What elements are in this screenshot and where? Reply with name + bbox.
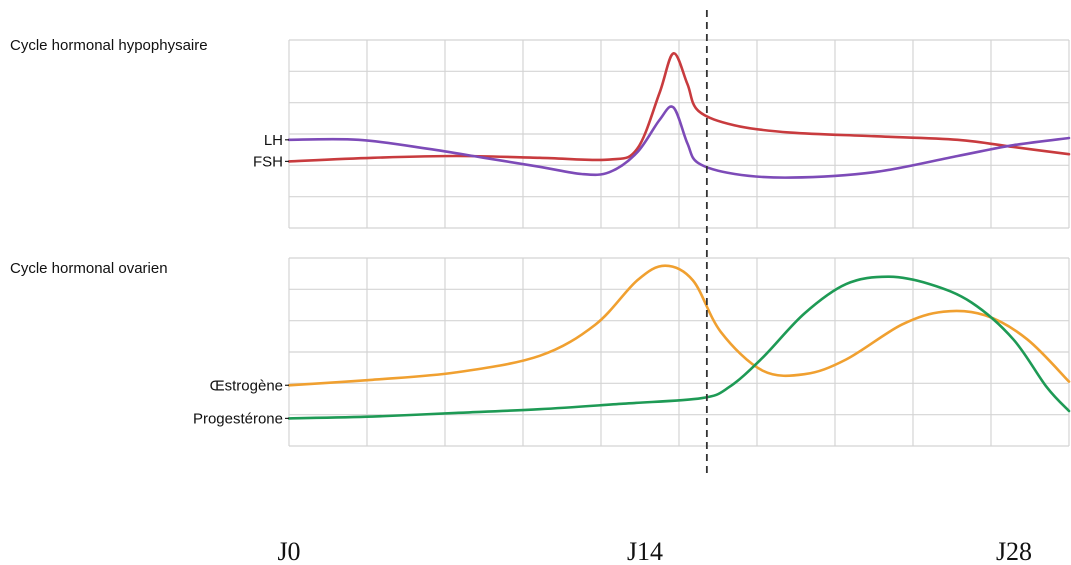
x-tick-label-j14: J14 xyxy=(627,537,663,565)
series-label-oestrogene: Œstrogène xyxy=(210,377,283,394)
series-line-oestrogene xyxy=(287,264,1071,387)
series-line-lh xyxy=(287,105,1071,179)
x-tick-label-j0: J0 xyxy=(277,537,300,565)
title-cycle-ovarien: Cycle hormonal ovarien xyxy=(10,260,168,277)
series-label-lh: LH xyxy=(264,132,283,149)
series-label-progesterone: Progestérone xyxy=(193,410,283,427)
series-label-fsh: FSH xyxy=(253,153,283,170)
series-line-progesterone xyxy=(287,275,1071,420)
grid-ovarien xyxy=(288,257,1070,447)
title-cycle-hypophysaire: Cycle hormonal hypophysaire xyxy=(10,37,208,54)
x-tick-label-j28: J28 xyxy=(996,537,1032,565)
grid-hypophysaire xyxy=(288,39,1070,229)
